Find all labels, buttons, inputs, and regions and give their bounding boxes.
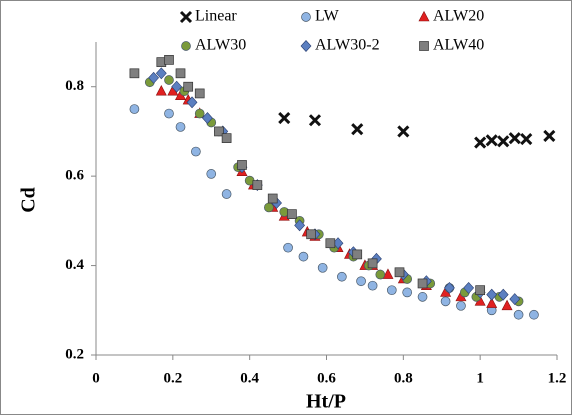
legend-label: ALW30-2	[315, 37, 380, 54]
data-point	[367, 280, 378, 291]
data-point	[509, 293, 521, 306]
x-tick-label: 0.2	[163, 370, 182, 386]
data-point	[317, 262, 328, 273]
data-point	[508, 132, 521, 145]
legend-marker	[181, 41, 191, 51]
legend-marker	[419, 41, 429, 51]
data-point	[148, 71, 160, 84]
data-point	[337, 271, 347, 282]
data-point	[191, 146, 201, 157]
legend-label: LW	[315, 8, 340, 25]
data-point	[237, 160, 247, 170]
data-point	[298, 251, 309, 262]
data-point	[267, 193, 278, 204]
data-point	[221, 189, 232, 199]
data-point	[202, 112, 213, 124]
legend-marker	[301, 12, 311, 22]
x-tick-label: 0	[92, 370, 100, 386]
data-point	[475, 285, 486, 296]
data-point	[264, 202, 274, 213]
x-tick-label: 1	[476, 370, 484, 386]
data-point	[186, 96, 198, 109]
data-point	[397, 125, 410, 138]
y-tick-label: 0.2	[65, 346, 84, 362]
data-point	[386, 285, 397, 296]
y-tick-label: 0.6	[65, 168, 84, 184]
data-point	[513, 309, 524, 320]
data-point	[325, 238, 336, 249]
data-point	[164, 55, 174, 65]
data-point	[252, 180, 263, 190]
data-point	[417, 278, 428, 289]
data-point	[306, 229, 316, 240]
y-tick-label: 0.4	[65, 257, 84, 273]
data-point	[543, 129, 556, 142]
data-point	[206, 169, 217, 179]
data-point	[283, 242, 293, 253]
data-point	[221, 133, 232, 143]
data-point	[463, 281, 475, 294]
data-point	[474, 136, 487, 149]
legend-marker	[300, 40, 312, 52]
x-tick-label: 0.8	[394, 370, 413, 386]
x-tick-label: 1.2	[548, 370, 567, 386]
data-point	[171, 80, 183, 93]
data-point	[382, 268, 394, 279]
data-point	[375, 269, 386, 280]
data-point	[497, 135, 510, 148]
data-point	[155, 85, 167, 96]
data-point	[183, 81, 194, 92]
data-point	[194, 88, 205, 99]
data-point	[402, 287, 413, 298]
data-point	[214, 126, 224, 137]
data-point	[129, 104, 140, 114]
data-point	[520, 132, 533, 146]
data-point	[440, 296, 451, 307]
legend-label: ALW30	[195, 37, 246, 54]
data-point	[155, 67, 167, 80]
data-point	[356, 276, 366, 287]
data-point	[456, 300, 466, 311]
x-axis-title: Ht/P	[306, 391, 346, 413]
legend-marker	[418, 10, 430, 22]
data-point	[164, 75, 174, 85]
legend-marker	[179, 10, 193, 24]
y-axis-title: Cd	[18, 187, 40, 213]
data-point	[417, 292, 428, 302]
data-point	[278, 111, 291, 125]
data-point	[294, 219, 306, 232]
legend-label: ALW40	[433, 37, 484, 54]
data-point	[367, 258, 378, 269]
data-point	[194, 108, 205, 119]
data-point	[352, 249, 363, 260]
data-point	[529, 309, 539, 320]
data-point	[175, 122, 186, 132]
data-point	[287, 209, 297, 219]
legend-label: ALW20	[433, 8, 484, 25]
data-point	[308, 114, 322, 127]
data-point	[394, 267, 405, 278]
data-point	[485, 134, 498, 147]
x-tick-label: 0.6	[317, 370, 336, 386]
data-point	[501, 299, 513, 311]
data-point	[486, 297, 498, 308]
data-point	[351, 123, 364, 136]
data-point	[129, 68, 140, 79]
data-point	[444, 281, 455, 294]
data-point	[175, 68, 186, 79]
x-tick-label: 0.4	[240, 370, 259, 386]
data-point	[497, 288, 509, 301]
data-point	[486, 288, 498, 301]
legend-label: Linear	[195, 8, 237, 25]
y-tick-label: 0.8	[65, 78, 84, 94]
data-point	[164, 108, 174, 119]
